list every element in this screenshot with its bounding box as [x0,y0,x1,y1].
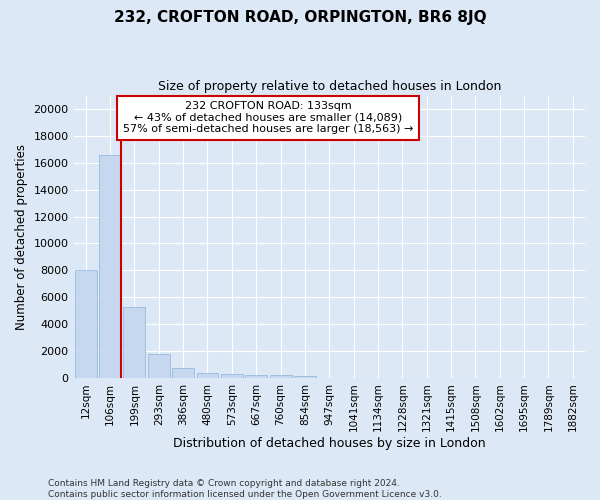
Bar [124,306,145,378]
Bar [197,373,218,378]
Title: Size of property relative to detached houses in London: Size of property relative to detached ho… [158,80,501,93]
Text: Contains public sector information licensed under the Open Government Licence v3: Contains public sector information licen… [48,490,442,499]
Bar [245,375,267,378]
Bar [148,354,170,378]
X-axis label: Distribution of detached houses by size in London: Distribution of detached houses by size … [173,437,485,450]
Bar [294,376,316,378]
Bar [172,368,194,378]
Text: 232, CROFTON ROAD, ORPINGTON, BR6 8JQ: 232, CROFTON ROAD, ORPINGTON, BR6 8JQ [113,10,487,25]
Bar [221,374,243,378]
Bar [269,375,292,378]
Text: Contains HM Land Registry data © Crown copyright and database right 2024.: Contains HM Land Registry data © Crown c… [48,478,400,488]
Bar [75,270,97,378]
Bar [99,154,121,378]
Text: 232 CROFTON ROAD: 133sqm
← 43% of detached houses are smaller (14,089)
57% of se: 232 CROFTON ROAD: 133sqm ← 43% of detach… [123,101,413,134]
Y-axis label: Number of detached properties: Number of detached properties [15,144,28,330]
